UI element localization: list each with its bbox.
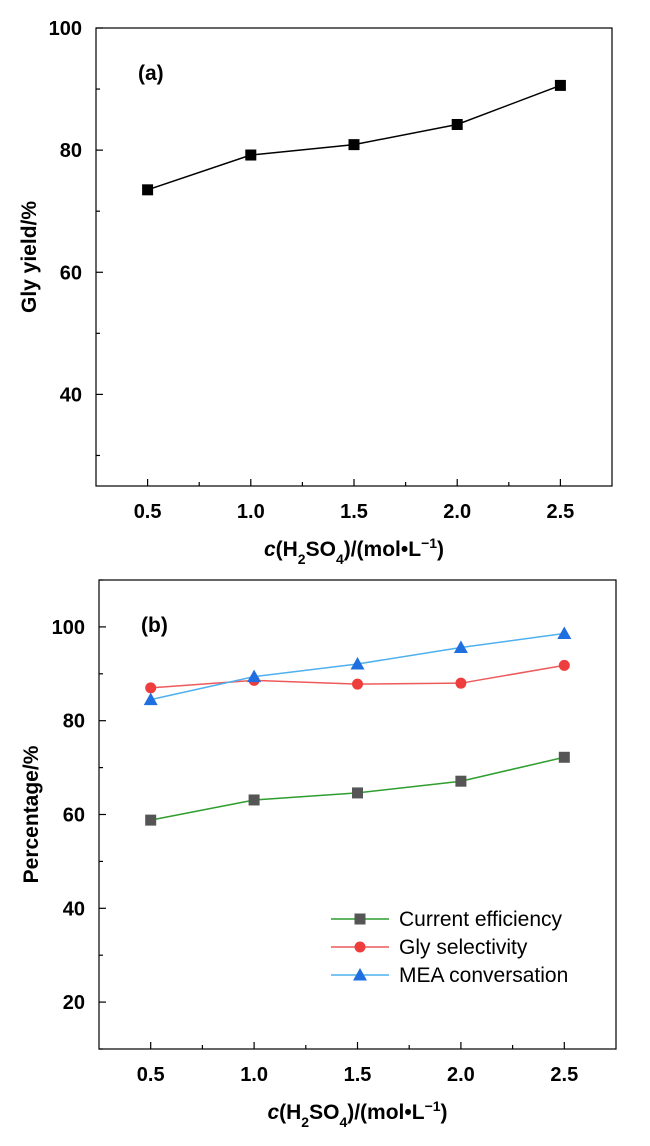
data-point — [554, 79, 566, 91]
data-point — [142, 184, 154, 196]
data-point — [245, 149, 257, 161]
x-axis-title-sub1: 2 — [301, 1114, 309, 1130]
x-axis-title-italic: c — [264, 538, 276, 561]
legend-marker — [354, 913, 366, 925]
legend-label: MEA conversation — [399, 964, 568, 987]
series-line — [147, 84, 561, 191]
x-axis-title-end: ) — [441, 1101, 448, 1124]
x-tick-label: 2.5 — [550, 1064, 578, 1086]
data-point — [453, 640, 468, 654]
data-point — [558, 659, 570, 671]
x-axis-title-sub1: 2 — [298, 551, 306, 567]
x-axis-title-post: )/(mol•L — [344, 538, 422, 561]
panel-b: 0.5 1.0 1.5 2.0 2.520406080100Percentage/%c(… — [20, 579, 617, 1130]
legend-marker — [353, 968, 367, 981]
x-tick-label: 1.0 — [240, 1064, 268, 1086]
y-tick-label: 80 — [63, 711, 85, 733]
data-point — [352, 678, 363, 690]
x-axis-title-sup: −1 — [421, 535, 437, 551]
legend-item: Gly selectivity — [331, 936, 528, 959]
x-axis-title-mid: SO — [309, 1101, 339, 1124]
x-tick-label: 2.5 — [546, 501, 574, 523]
x-tick-label: 1.5 — [344, 1064, 372, 1086]
x-tick-label: 1.0 — [237, 501, 265, 523]
y-tick-label: 20 — [63, 992, 85, 1014]
legend-label: Gly selectivity — [399, 936, 528, 959]
data-point — [350, 656, 365, 670]
series-0 — [145, 751, 570, 826]
data-point — [145, 814, 157, 826]
x-axis-title-sub2: 4 — [336, 551, 344, 567]
x-tick-label: 1.5 — [340, 501, 368, 523]
x-tick-label: 2.0 — [443, 501, 471, 523]
data-point — [455, 775, 467, 787]
y-tick-label: 100 — [49, 18, 82, 40]
data-point — [348, 139, 360, 151]
legend-marker — [354, 941, 366, 953]
y-axis-title: Gly yield/% — [18, 201, 41, 313]
x-axis-title: c(H2SO4)/(mol•L−1) — [267, 1098, 447, 1130]
legend-label: Current efficiency — [399, 908, 563, 931]
data-point — [451, 118, 463, 130]
y-tick-label: 60 — [60, 262, 82, 284]
y-tick-label: 40 — [63, 898, 85, 920]
y-axis-title: Percentage/% — [20, 745, 43, 883]
x-axis-title: c(H2SO4)/(mol•L−1) — [264, 535, 444, 567]
x-axis-title-italic: c — [267, 1101, 279, 1124]
x-axis-title-end: ) — [437, 538, 444, 561]
legend-item: Current efficiency — [331, 908, 563, 931]
data-point — [247, 669, 262, 683]
series-0 — [142, 79, 566, 196]
data-point — [145, 682, 157, 694]
panel-label: (a) — [138, 62, 164, 85]
series-1 — [145, 659, 570, 694]
legend: Current efficiency Gly selectivity MEA con… — [331, 908, 568, 987]
data-point — [557, 626, 572, 639]
data-point — [248, 794, 260, 806]
y-tick-label: 80 — [60, 140, 82, 162]
y-tick-label: 40 — [60, 384, 82, 406]
x-tick-label: 0.5 — [137, 1064, 165, 1086]
data-point — [558, 751, 570, 763]
x-axis-title-mid: SO — [306, 538, 336, 561]
y-tick-label: 100 — [52, 617, 85, 639]
data-point — [143, 692, 158, 706]
data-point — [352, 787, 363, 799]
x-axis-title-pre: (H — [279, 1101, 301, 1124]
x-tick-label: 2.0 — [447, 1064, 475, 1086]
x-tick-label: 0.5 — [134, 501, 162, 523]
y-tick-label: 60 — [63, 805, 85, 827]
plot-frame — [95, 27, 613, 487]
x-axis-title-sub2: 4 — [339, 1114, 347, 1130]
x-axis-title-sup: −1 — [425, 1098, 441, 1114]
data-point — [455, 677, 467, 689]
panel-a: 0.5 1.0 1.5 2.0 2.5 40 60 80 100 Gly yield/% c(H2S… — [18, 18, 613, 567]
legend-item: MEA conversation — [331, 964, 568, 987]
x-axis-title-post: )/(mol•L — [347, 1101, 425, 1124]
panel-label: (b) — [141, 614, 168, 637]
series-2 — [143, 626, 572, 706]
x-axis-title-pre: (H — [276, 538, 298, 561]
